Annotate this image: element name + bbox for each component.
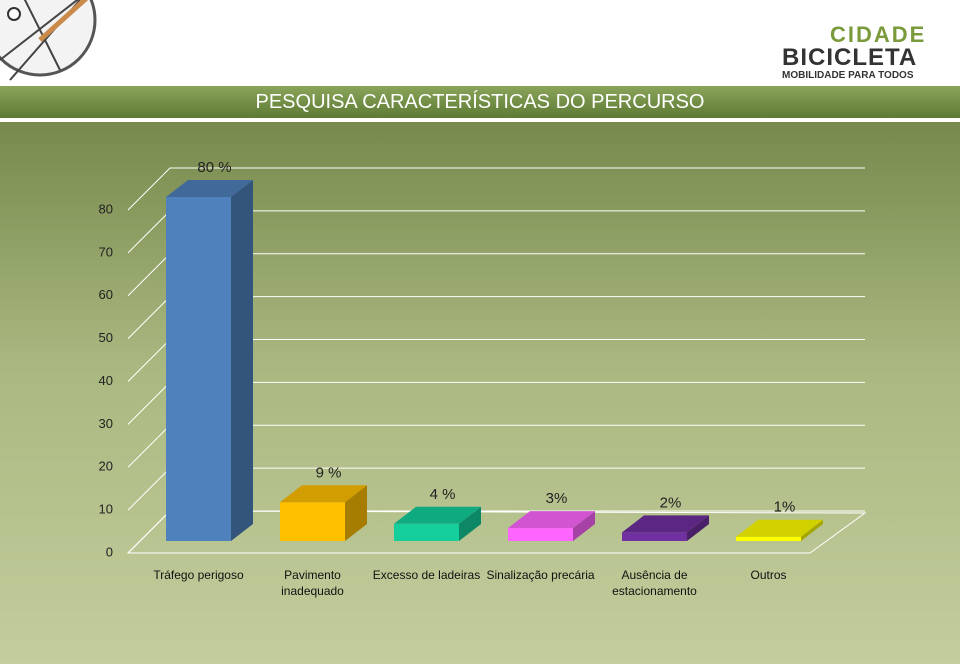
bar-side	[345, 485, 367, 541]
bar-top	[166, 180, 253, 197]
value-label: 4 %	[430, 486, 456, 503]
y-tick-label: 10	[99, 502, 113, 517]
bar-side	[231, 180, 253, 541]
bar	[166, 197, 231, 541]
x-tick-label: Sinalização precária	[486, 568, 595, 582]
grid-line	[127, 167, 865, 211]
logo-main: BICICLETA	[782, 44, 918, 71]
y-tick-label: 50	[99, 330, 113, 345]
y-tick-label: 80	[99, 201, 113, 216]
bar-side	[573, 511, 595, 541]
wheel-icon	[0, 0, 97, 81]
bar-side	[459, 506, 481, 541]
value-label: 9 %	[316, 464, 342, 481]
bar	[280, 502, 345, 541]
bar	[394, 523, 459, 541]
bar	[508, 528, 573, 541]
y-tick-label: 60	[99, 287, 113, 302]
value-label: 3%	[546, 490, 568, 507]
y-tick-label: 0	[106, 544, 113, 559]
x-tick-label: Pavimento inadequado	[281, 568, 344, 598]
bar	[622, 532, 687, 541]
logo-top: CIDADE	[830, 22, 927, 47]
x-tick-label: Outros	[750, 568, 787, 582]
x-tick-label: Tráfego perigoso	[153, 568, 244, 582]
bar-top	[508, 511, 595, 529]
bar-top	[736, 519, 823, 537]
logo-tagline: MOBILIDADE PARA TODOS	[782, 70, 914, 81]
value-label: 80 %	[197, 159, 231, 176]
x-tick-label: Excesso de ladeiras	[372, 568, 481, 582]
title: PESQUISA CARACTERÍSTICAS DO PERCURSO	[0, 86, 960, 118]
x-tick-label: Ausência de estacionamento	[612, 568, 697, 598]
logo: CIDADE BICICLETA MOBILIDADE PARA TODOS	[780, 4, 930, 84]
y-tick-label: 30	[99, 416, 113, 431]
bar	[736, 536, 801, 541]
bar-top	[622, 515, 709, 533]
bar-side	[687, 515, 709, 541]
value-label: 1%	[774, 499, 796, 516]
header: CIDADE BICICLETA MOBILIDADE PARA TODOS P…	[0, 0, 960, 122]
y-tick-label: 20	[99, 459, 113, 474]
y-tick-label: 40	[99, 373, 113, 388]
bar-top	[394, 506, 481, 524]
bar-top	[280, 485, 367, 503]
value-label: 2%	[660, 494, 682, 511]
y-tick-label: 70	[99, 244, 113, 259]
bar-side	[801, 519, 823, 541]
